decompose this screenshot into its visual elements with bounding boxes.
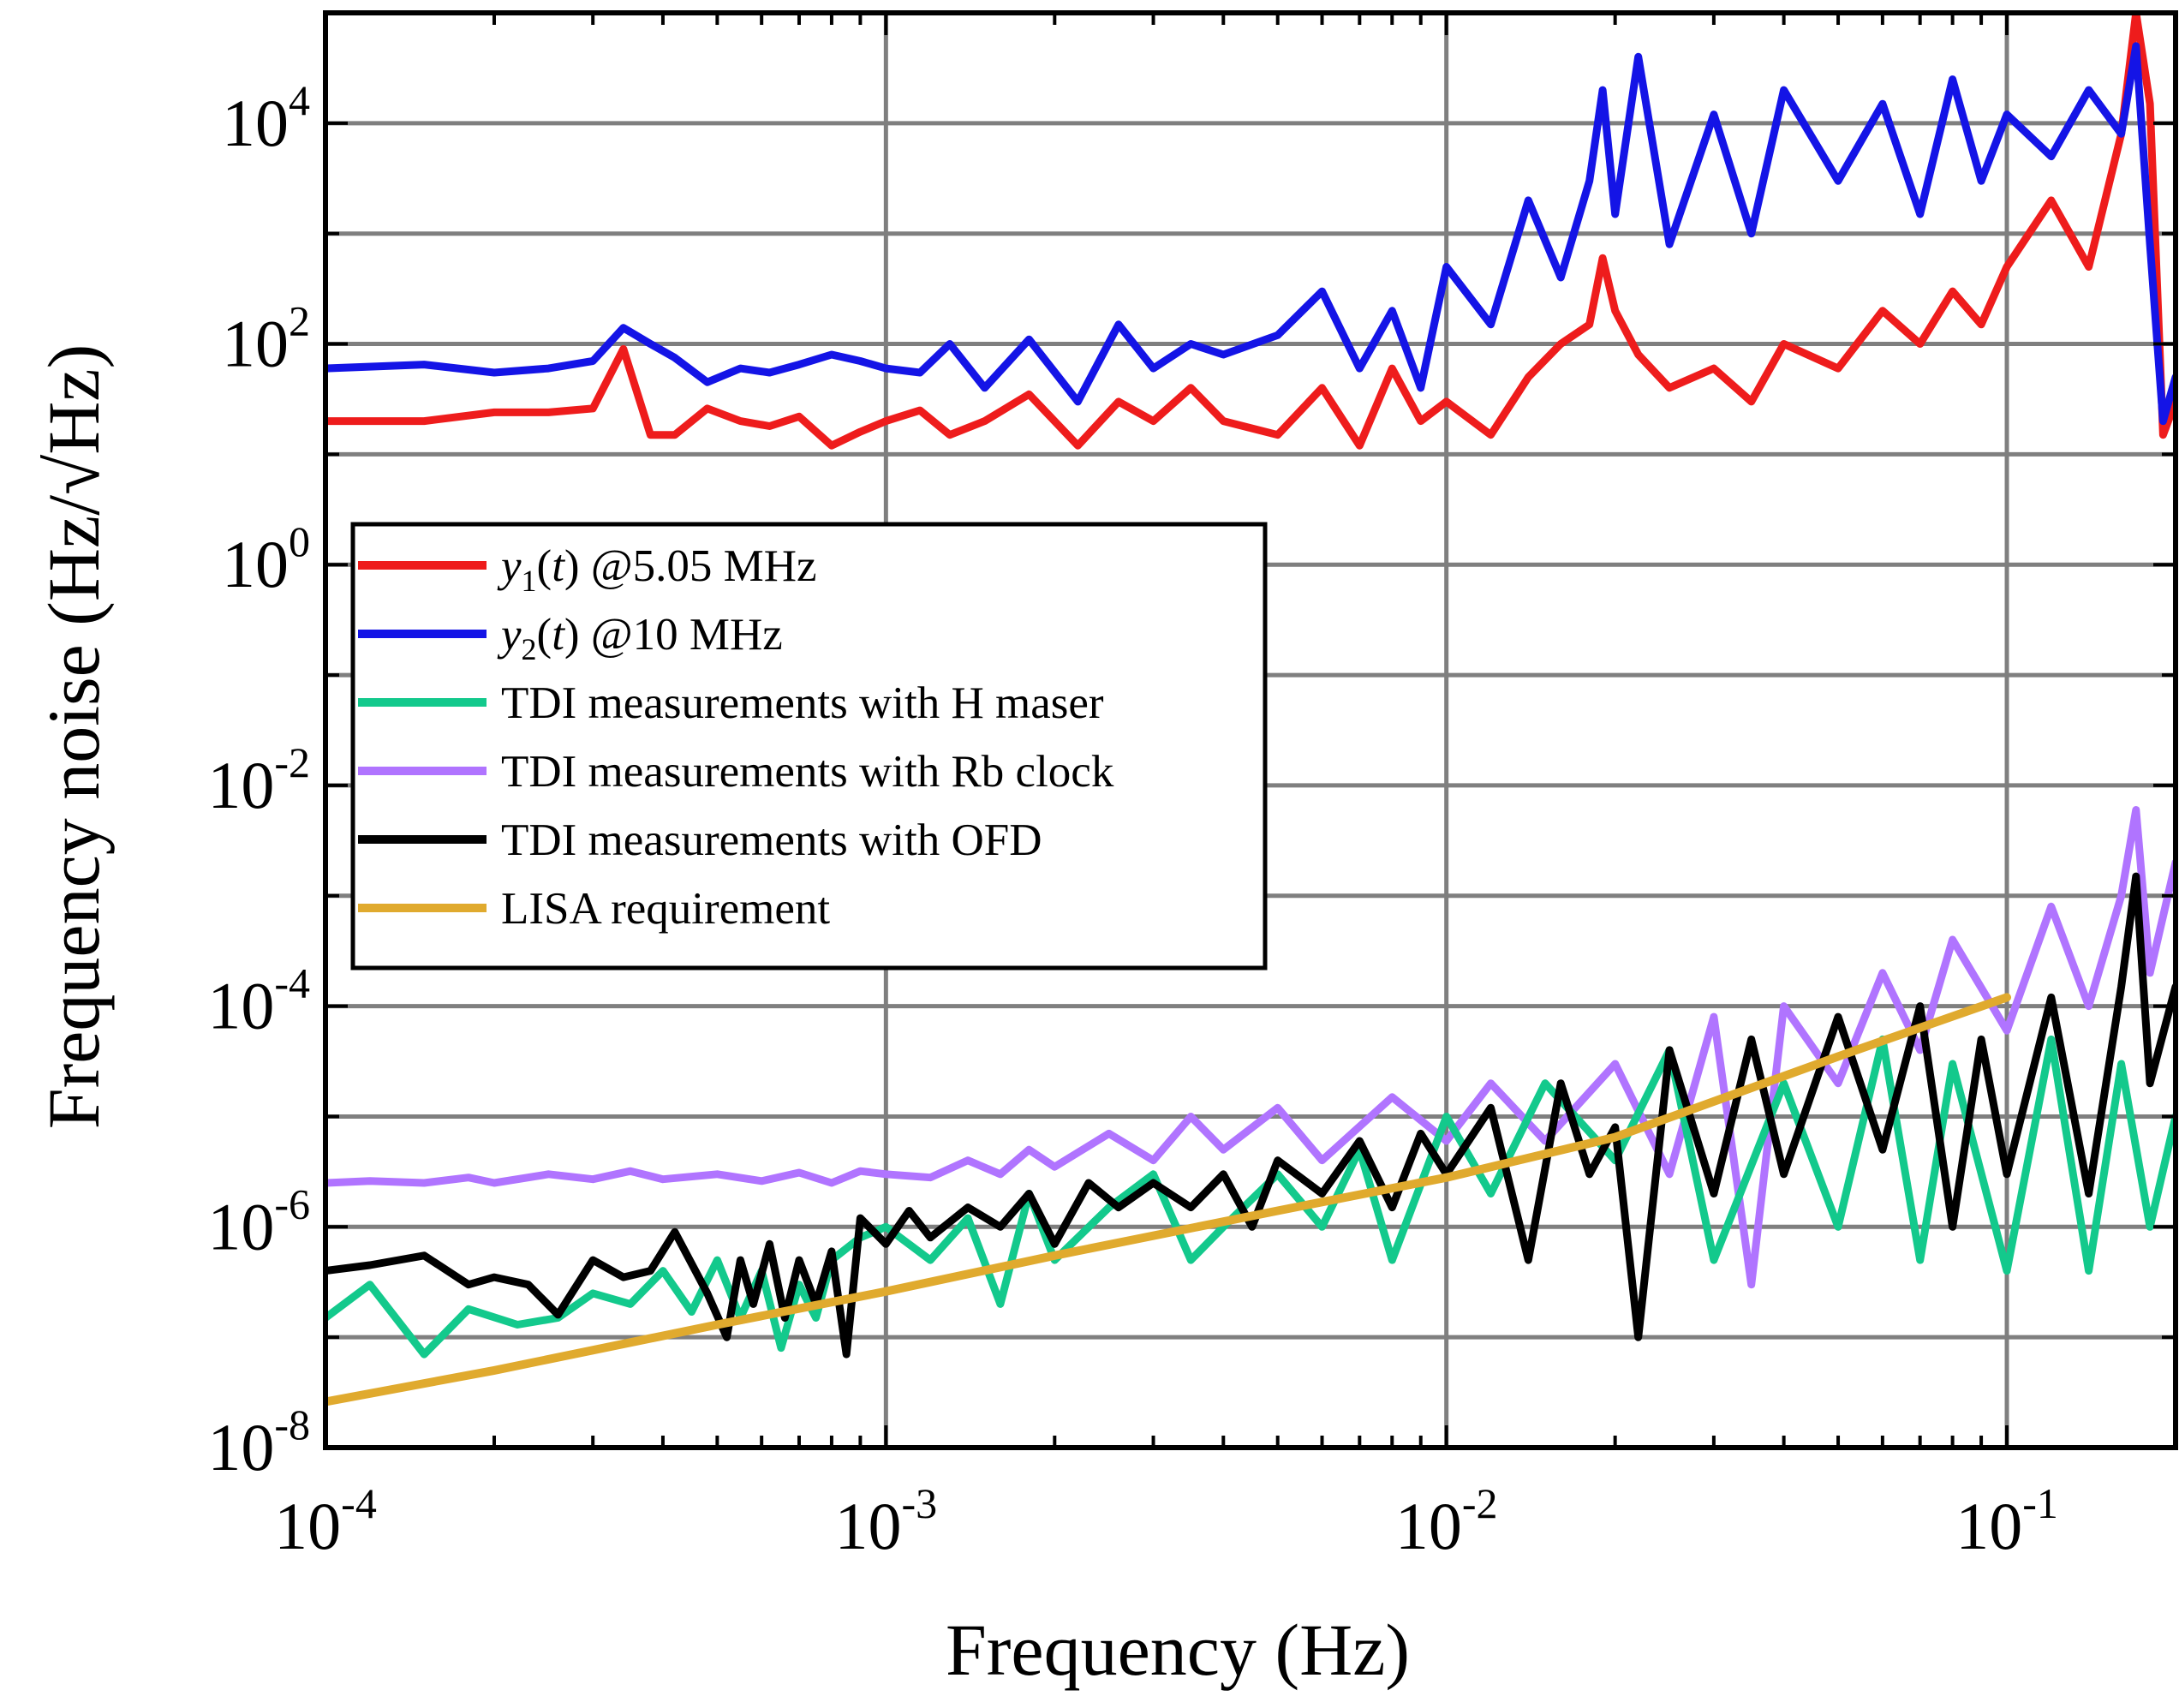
x-axis-title: Frequency (Hz)	[946, 1609, 1410, 1691]
x-tick-labels: 10-4 10-3 10-2 10-1	[274, 1479, 2058, 1563]
series-line-1	[325, 42, 2176, 426]
y-tick-label-0: 10-8	[207, 1400, 310, 1484]
x-tick-label-1: 10-3	[835, 1479, 938, 1563]
legend: y1(t) @5.05 MHz y2(t) @10 MHz TDI measurem…	[350, 522, 1268, 970]
x-tick-label-0: 10-4	[274, 1479, 377, 1563]
x-tick-label-2: 10-2	[1395, 1479, 1498, 1563]
y-axis-title: Frequency noise (Hz/√Hz)	[33, 344, 115, 1129]
series-line-3	[325, 806, 2176, 1289]
y-tick-label-6: 104	[222, 76, 310, 160]
legend-label-4: TDI measurements with OFD	[501, 815, 1042, 865]
y-tick-label-5: 102	[222, 297, 310, 381]
series-layer	[325, 13, 2176, 1406]
legend-label-5: LISA requirement	[501, 884, 830, 934]
legend-label-3: TDI measurements with Rb clock	[501, 747, 1114, 797]
y-tick-labels: 10-8 10-6 10-4 10-2 100 102 104	[207, 76, 310, 1484]
y-tick-label-3: 10-2	[207, 738, 310, 822]
legend-box	[350, 522, 1268, 970]
legend-label-0: y1(t) @5.05 MHz	[497, 541, 817, 598]
series-line-0	[325, 13, 2176, 450]
x-tick-label-3: 10-1	[1955, 1479, 2058, 1563]
legend-label-2: TDI measurements with H maser	[501, 678, 1104, 728]
y-tick-label-1: 10-6	[207, 1179, 310, 1263]
series-line-4	[325, 872, 2176, 1359]
legend-label-1: y2(t) @10 MHz	[497, 610, 783, 666]
plot-frame	[323, 10, 2178, 1450]
series-line-5	[325, 993, 2011, 1406]
y-tick-label-2: 10-4	[207, 959, 310, 1043]
y-tick-label-4: 100	[222, 517, 310, 601]
